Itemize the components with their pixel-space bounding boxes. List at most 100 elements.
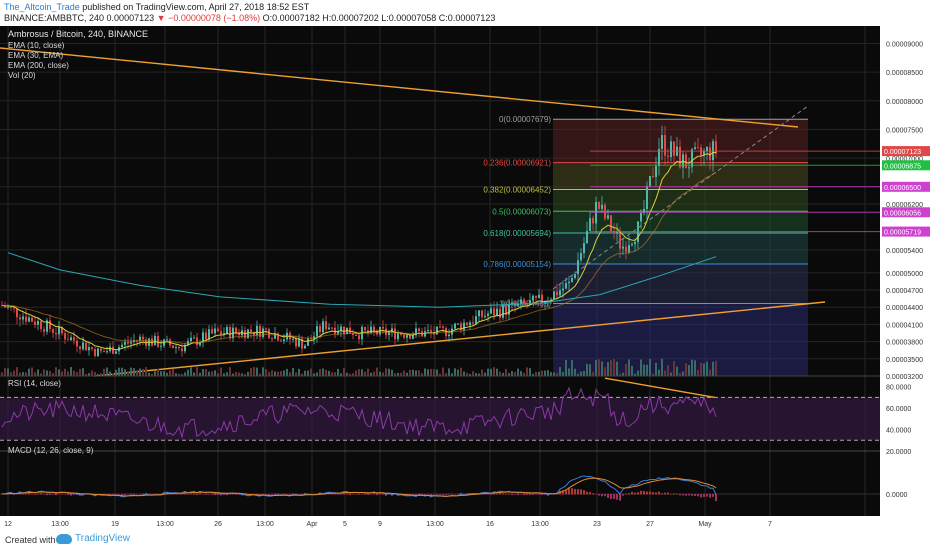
price-change: −0.00000078 (−1.08%) — [168, 13, 261, 23]
macd-histogram-bar — [136, 494, 138, 495]
macd-histogram-bar — [37, 493, 39, 495]
macd-histogram-bar — [712, 494, 714, 497]
volume-bar — [148, 372, 150, 376]
author-link[interactable]: The_Altcoin_Trade — [4, 2, 80, 12]
volume-bar — [622, 372, 624, 376]
volume-bar — [535, 371, 537, 376]
volume-bar — [607, 361, 609, 376]
volume-bar — [616, 361, 618, 376]
volume-bar — [250, 367, 252, 376]
macd-histogram-bar — [679, 494, 681, 496]
price-badge — [882, 146, 930, 157]
macd-histogram-bar — [529, 494, 531, 495]
macd-histogram-bar — [277, 493, 279, 495]
macd-histogram-bar — [661, 493, 663, 495]
volume-bar — [505, 369, 507, 376]
candle-body — [223, 333, 225, 335]
macd-histogram-bar — [13, 494, 15, 495]
candle-body — [115, 351, 117, 354]
candle-body — [628, 245, 630, 252]
price-tick-label: 0.00004700 — [886, 288, 923, 295]
volume-bar — [13, 370, 15, 376]
volume-bar — [358, 369, 360, 376]
macd-histogram-bar — [568, 488, 570, 495]
volume-bar — [631, 365, 633, 376]
ema200-line — [7, 252, 717, 308]
volume-bar — [235, 371, 237, 376]
volume-bar — [109, 371, 111, 376]
candle-body — [454, 323, 456, 329]
volume-bar — [151, 373, 153, 376]
candle-body — [229, 327, 231, 339]
macd-histogram-bar — [184, 492, 186, 495]
volume-bar — [466, 372, 468, 376]
macd-histogram-bar — [229, 493, 231, 495]
macd-histogram-bar — [496, 493, 498, 495]
candle-body — [58, 326, 60, 335]
macd-histogram-bar — [607, 494, 609, 498]
candle-body — [436, 326, 438, 335]
volume-bar — [376, 367, 378, 376]
volume-bar — [262, 367, 264, 376]
candle-body — [22, 316, 24, 320]
macd-histogram-bar — [571, 488, 573, 495]
volume-bar — [394, 373, 396, 376]
macd-histogram-bar — [190, 493, 192, 495]
macd-histogram-bar — [355, 493, 357, 495]
lower-trendline — [94, 301, 826, 377]
candle-body — [643, 208, 645, 213]
candle-body — [271, 338, 273, 340]
macd-histogram-bar — [655, 492, 657, 495]
time-tick-label: 7 — [768, 521, 772, 528]
chart-svg[interactable]: 0.00009000 0.00008500 0.00008000 0.00007500… — [0, 26, 932, 530]
volume-bar — [496, 368, 498, 376]
macd-histogram-bar — [598, 494, 600, 496]
volume-bar — [625, 363, 627, 376]
legend-ema200: EMA (200, close) — [8, 61, 69, 70]
volume-bar — [457, 369, 459, 376]
candle-body — [55, 332, 57, 335]
candle-body — [250, 329, 252, 332]
volume-bar — [367, 368, 369, 376]
macd-histogram-bar — [67, 494, 69, 495]
fib-diagonal — [552, 105, 809, 290]
candle-body — [706, 147, 708, 152]
rsi-tick-label: 60.0000 — [886, 406, 911, 413]
volume-bar — [694, 360, 696, 376]
macd-histogram-bar — [271, 494, 273, 495]
published-text: published on TradingView.com, April 27, … — [82, 2, 310, 12]
volume-bar — [304, 370, 306, 376]
macd-histogram-bar — [61, 493, 63, 495]
volume-bar — [706, 361, 708, 376]
price-tick-label: 0.00003200 — [886, 374, 923, 381]
candle-body — [634, 242, 636, 245]
macd-histogram-bar — [52, 494, 54, 495]
macd-histogram-bar — [691, 494, 693, 496]
volume-bar — [325, 369, 327, 376]
macd-histogram-bar — [619, 494, 621, 501]
candle-body — [604, 204, 606, 219]
candle-body — [112, 346, 114, 354]
tradingview-logo[interactable]: TradingView — [56, 533, 130, 544]
candle-body — [598, 201, 600, 209]
volume-bar — [436, 369, 438, 376]
chart-area[interactable]: 0.00009000 0.00008500 0.00008000 0.00007500… — [0, 26, 932, 530]
macd-histogram-bar — [130, 493, 132, 495]
fib-zone — [553, 189, 808, 212]
time-tick-label: 19 — [111, 521, 119, 528]
volume-bar — [220, 367, 222, 376]
volume-bar — [301, 373, 303, 376]
last-price: 0.00007123 — [106, 13, 155, 23]
symbol-ohlc-line: BINANCE:AMBBTC, 240 0.00007123 ▼ −0.0000… — [4, 13, 495, 23]
down-arrow-icon: ▼ — [156, 13, 166, 23]
candle-body — [562, 288, 564, 291]
candle-body — [460, 323, 462, 330]
macd-histogram-bar — [415, 494, 417, 496]
macd-histogram-bar — [352, 493, 354, 495]
volume-bar — [373, 371, 375, 376]
candle-body — [625, 246, 627, 252]
macd-histogram-bar — [16, 493, 18, 495]
volume-bar — [517, 368, 519, 376]
macd-histogram-bar — [223, 494, 225, 495]
volume-bar — [274, 371, 276, 376]
